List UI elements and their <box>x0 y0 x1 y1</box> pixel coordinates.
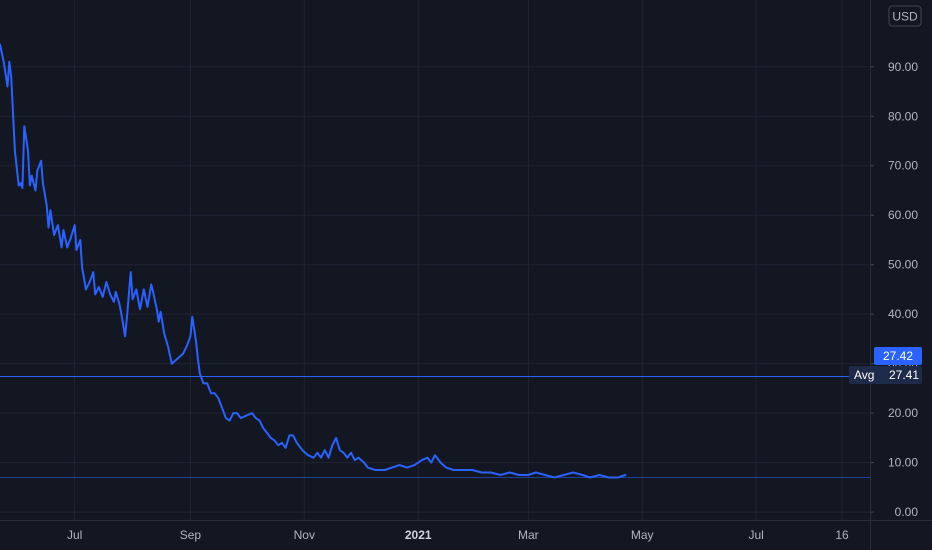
x-tick-label: 16 <box>835 528 849 542</box>
x-tick-label: Mar <box>518 528 539 542</box>
y-tick-label: 10.00 <box>888 456 918 470</box>
y-tick-label: 20.00 <box>888 406 918 420</box>
x-tick-label: Sep <box>180 528 202 542</box>
y-tick-label: 80.00 <box>888 109 918 123</box>
currency-label: USD <box>892 10 918 24</box>
y-tick-label: 40.00 <box>888 307 918 321</box>
x-tick-label: Nov <box>294 528 315 542</box>
avg-badge: Avg 27.41 <box>849 366 922 384</box>
y-tick-label: 0.00 <box>895 505 919 519</box>
grid <box>0 0 870 520</box>
x-tick-label: May <box>631 528 654 542</box>
x-tick-label: 2021 <box>405 528 432 542</box>
y-tick-label: 50.00 <box>888 258 918 272</box>
price-badge: 27.42 <box>874 347 922 365</box>
currency-button[interactable]: USD <box>888 5 922 27</box>
avg-badge-label: Avg <box>854 368 874 382</box>
price-badge-text: 27.42 <box>883 349 913 363</box>
y-tick-label: 70.00 <box>888 159 918 173</box>
avg-badge-value: 27.41 <box>889 368 919 382</box>
y-tick-label: 60.00 <box>888 208 918 222</box>
x-axis: Jul Sep Nov 2021 Mar May Jul 16 <box>0 520 932 542</box>
y-tick-label: 90.00 <box>888 60 918 74</box>
series-line <box>0 43 627 479</box>
series-group <box>0 43 627 479</box>
x-tick-label: Jul <box>67 528 82 542</box>
x-tick-label: Jul <box>748 528 763 542</box>
avg-line-group <box>0 375 870 478</box>
